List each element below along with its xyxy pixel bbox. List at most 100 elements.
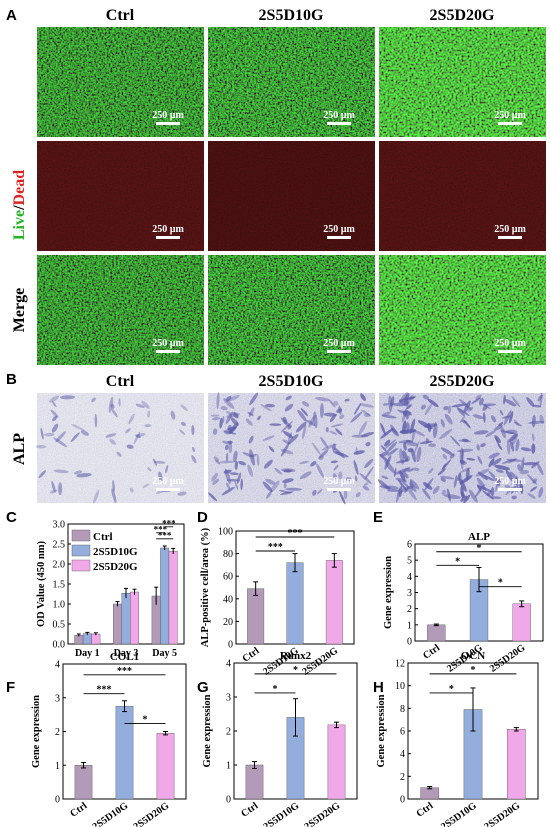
significance-label: * [449, 684, 454, 695]
legend-swatch [71, 544, 91, 557]
alp-cell-mark [439, 475, 455, 480]
panel-letter-a: A [6, 7, 17, 24]
scale-bar-label: 250 µm [323, 338, 355, 349]
merge-image-2s5d10g [208, 255, 375, 365]
panel-letter: D [197, 509, 208, 526]
live-image-ctrl [37, 27, 204, 137]
alp-cell-mark [147, 410, 151, 418]
y-tick-label: 2 [55, 727, 60, 738]
alp-cell-mark [299, 471, 312, 480]
scale-bar-line [498, 350, 522, 353]
alp-cell-mark [495, 436, 500, 445]
alp-cell-mark [225, 452, 229, 462]
x-tick-label: Day 1 [75, 648, 100, 659]
scale-bar-label: 250 µm [152, 224, 184, 235]
alp-cell-mark [73, 470, 83, 475]
alp-cell-mark [457, 472, 462, 482]
alp-cell-mark [380, 445, 387, 452]
alp-cell-mark [247, 464, 253, 477]
x-tick-label: Ctrl [241, 645, 262, 664]
alp-cell-mark [406, 422, 410, 432]
y-tick-label: 0 [407, 637, 412, 648]
column-label-2s5d10g: 2S5D10G [259, 373, 324, 390]
alp-cell-mark [364, 458, 374, 469]
alp-cell-mark [412, 440, 420, 456]
x-tick-label: 2S5D20G [488, 642, 528, 674]
alp-cell-mark [71, 423, 85, 431]
x-tick-label: 2S5D20G [303, 800, 343, 827]
significance-label: *** [288, 528, 303, 539]
panel-letter: G [197, 679, 209, 696]
alp-cell-mark [532, 404, 542, 408]
y-tick-label: 10 [395, 681, 405, 692]
alp-cell-mark [339, 490, 346, 505]
alp-cell-mark [442, 453, 448, 460]
alp-cell-mark [212, 428, 218, 436]
y-tick-label: 0 [226, 795, 231, 806]
live-image-2s5d10g [208, 27, 375, 137]
alp-cell-mark [488, 470, 499, 483]
y-tick-label: 100 [218, 527, 233, 538]
alp-cell-mark [53, 469, 69, 474]
alp-cell-mark [215, 459, 221, 465]
alp-cell-mark [94, 413, 98, 428]
alp-cell-mark [499, 409, 504, 416]
alp-cell-mark [402, 450, 409, 462]
alp-cell-mark [532, 478, 538, 484]
alp-cell-mark [280, 442, 290, 457]
y-axis-label: OD Value (450 nm) [36, 540, 47, 627]
y-tick-label: 1 [407, 620, 412, 631]
alp-cell-mark [440, 477, 446, 482]
alp-cell-mark [264, 403, 275, 408]
alp-cell-mark [363, 482, 369, 486]
chart-panel-c: C 0.0 0.5 1.0 1.5 2.0 2.5 3.0 OD Value (450 nm) D… [6, 509, 185, 659]
y-tick-label: 2 [407, 604, 412, 615]
alp-cell-mark [405, 404, 412, 410]
alp-cell-streaks [35, 392, 545, 505]
bar [512, 603, 531, 642]
alp-cell-mark [332, 473, 338, 480]
bar [327, 724, 346, 800]
y-axis-label: Gene expression [31, 695, 42, 768]
alp-cell-mark [458, 478, 467, 492]
y-tick-label: 6 [400, 727, 405, 738]
alp-image-2s5d10g [208, 393, 375, 503]
alp-cell-mark [333, 447, 345, 459]
x-tick-label: 2S5D10G [91, 800, 131, 827]
alp-cell-mark [40, 427, 44, 440]
alp-cell-mark [213, 456, 220, 462]
alp-cell-mark [233, 450, 238, 462]
alp-cell-mark [460, 495, 468, 502]
significance-label: * [273, 684, 278, 695]
y-tick-label: 3.0 [53, 520, 66, 531]
y-tick-label: 1 [226, 761, 231, 772]
alp-cell-mark [459, 475, 473, 485]
alp-cell-mark [353, 403, 362, 415]
y-tick-label: 2 [400, 772, 405, 783]
scale-bar-label: 250 µm [494, 338, 526, 349]
row-label-live: Live [11, 210, 28, 240]
alp-cell-mark [411, 448, 416, 463]
alp-cell-mark [510, 440, 515, 452]
alp-cell-mark [428, 443, 437, 447]
alp-cell-mark [263, 459, 273, 469]
scale-bar-label: 250 µm [323, 476, 355, 487]
alp-cell-mark [265, 478, 276, 485]
bar [130, 591, 139, 645]
alp-cell-mark [330, 460, 339, 464]
alp-cell-mark [520, 447, 532, 452]
alp-cell-mark [531, 461, 540, 469]
alp-cell-mark [529, 486, 538, 492]
alp-cell-mark [212, 478, 220, 485]
alp-cell-mark [513, 419, 519, 426]
alp-cell-mark [453, 475, 458, 488]
scale-bar-line [327, 488, 351, 491]
alp-cell-mark [463, 400, 471, 413]
alp-cell-mark [404, 441, 419, 447]
alp-cell-mark [456, 406, 466, 417]
alp-cell-mark [144, 424, 152, 428]
scale-bar-label: 250 µm [494, 476, 526, 487]
alp-cell-mark [395, 459, 408, 464]
significance-label: *** [268, 542, 283, 553]
legend-label: 2S5D10G [93, 546, 138, 558]
